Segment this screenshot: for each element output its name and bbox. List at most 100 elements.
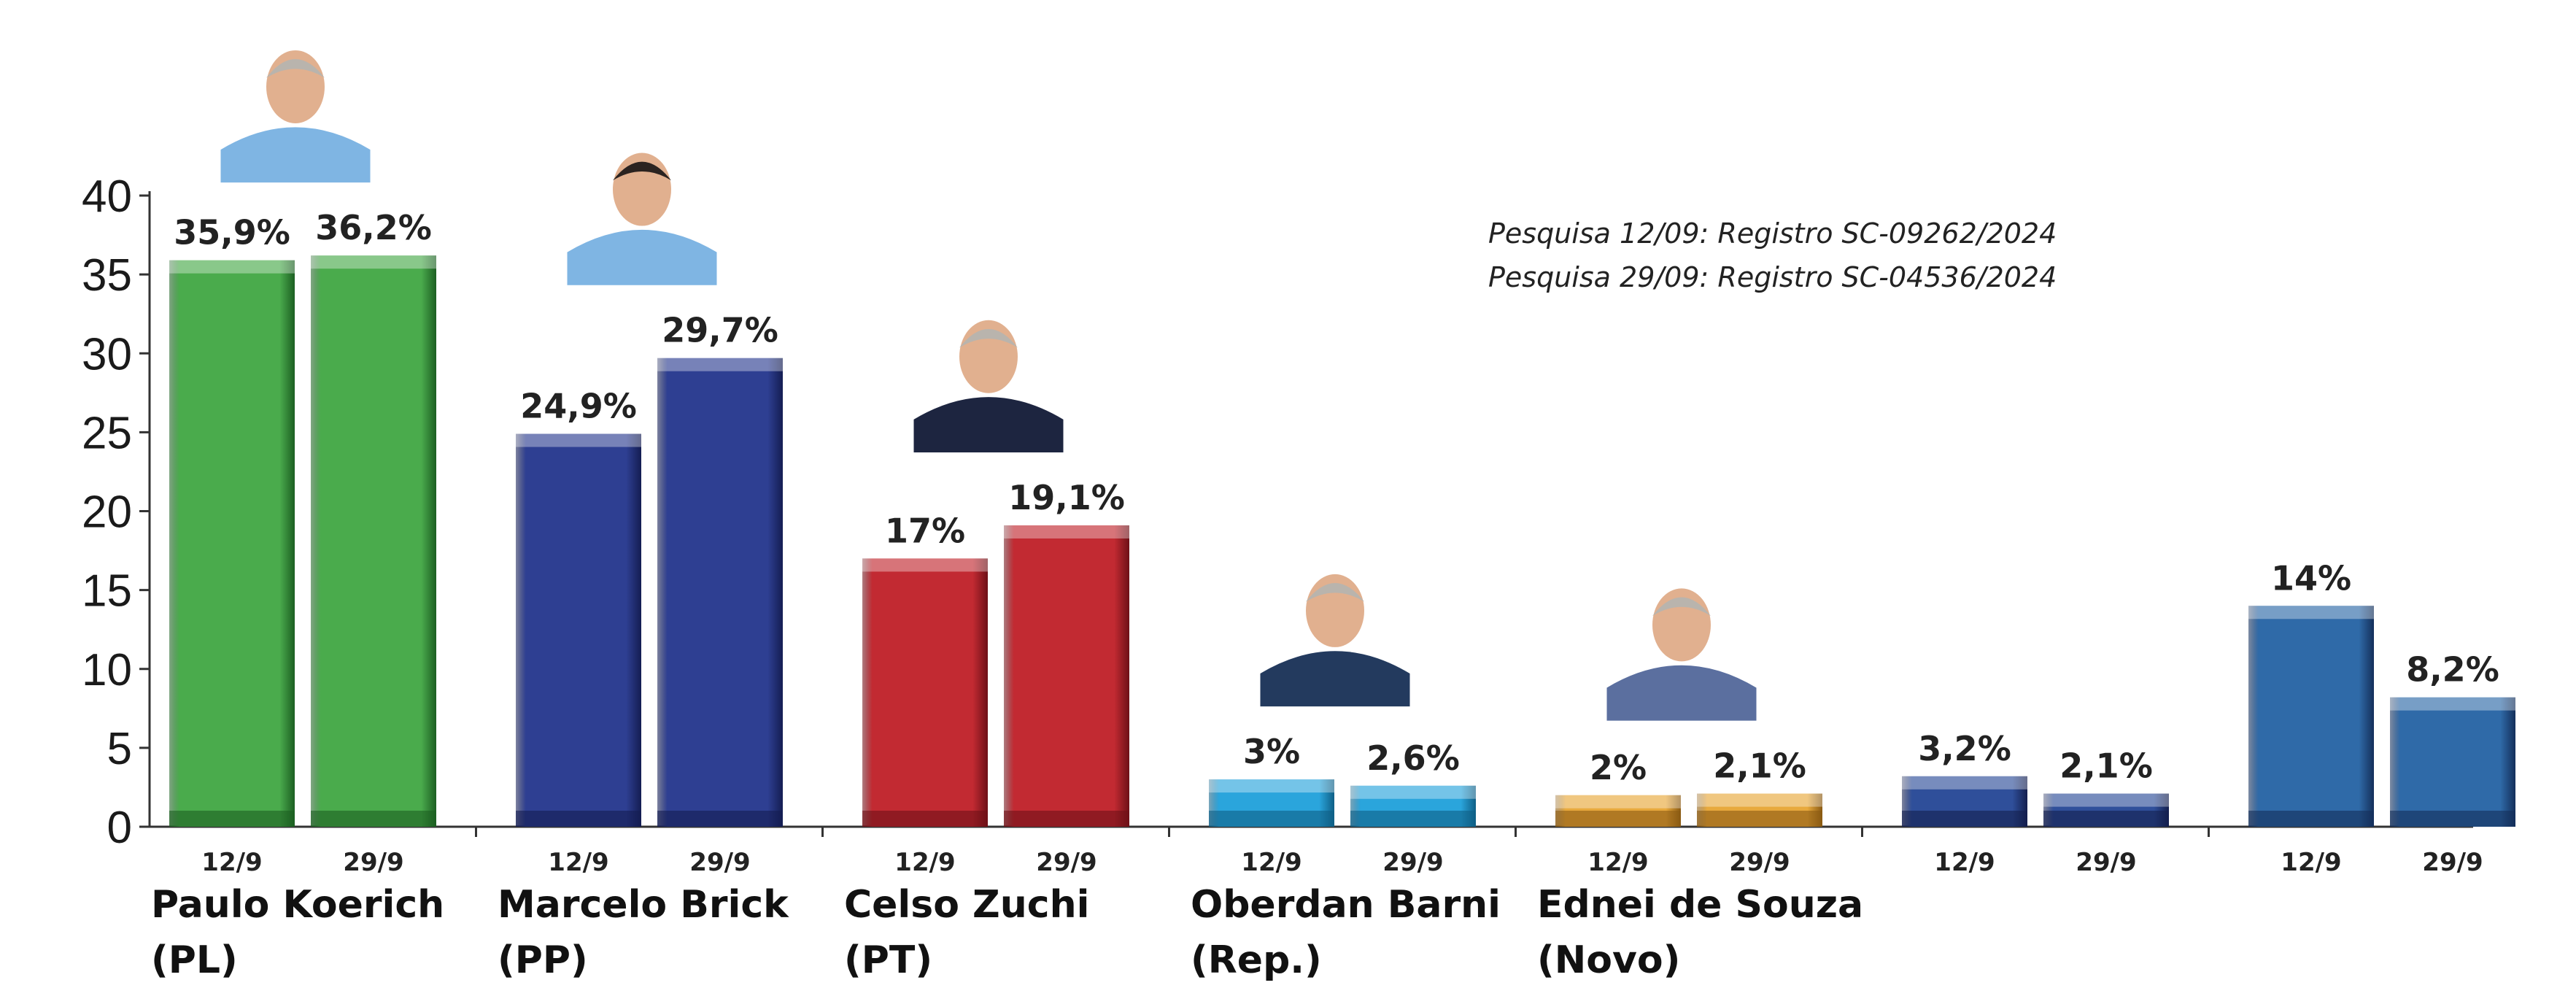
bar-top-highlight <box>1209 779 1334 793</box>
candidate-party: (PT) <box>844 938 932 982</box>
bar-bottom-shadow <box>1555 811 1681 827</box>
x-tick-label: 12/9 <box>548 848 608 877</box>
data-label: 17% <box>885 511 965 550</box>
candidate-party: (Novo) <box>1537 938 1680 982</box>
bar-top-highlight <box>862 558 988 572</box>
y-tick-label: 5 <box>107 724 132 774</box>
bar-bottom-shadow <box>169 811 295 827</box>
data-label: 3,2% <box>1918 729 2011 768</box>
bar <box>516 433 641 827</box>
bar-bottom-shadow <box>1209 811 1334 827</box>
y-tick-label: 35 <box>82 250 132 301</box>
x-tick-label: 29/9 <box>1382 848 1443 877</box>
photo-hair <box>1652 597 1711 617</box>
photo-hair <box>266 59 325 78</box>
photo-hair <box>1306 583 1364 602</box>
bar-top-highlight <box>657 358 783 371</box>
y-tick-label: 10 <box>82 645 132 695</box>
candidate-name: Marcelo Brick <box>498 883 789 927</box>
x-tick-label: 29/9 <box>689 848 750 877</box>
bar-bottom-shadow <box>2390 811 2515 827</box>
photo-torso <box>913 397 1064 452</box>
data-label: 24,9% <box>520 387 637 426</box>
data-label: 2% <box>1590 748 1647 787</box>
y-tick-label: 40 <box>82 171 132 222</box>
bars: 35,9% 36,2% 24,9% 29,7% 17% 19,1% 3% 2,6% 2% 2,1%… <box>169 208 2515 827</box>
bar-bottom-shadow <box>311 811 436 827</box>
survey-notes: Pesquisa 12/09: Registro SC-09262/2024 Pe… <box>1488 217 2057 293</box>
y-tick-label: 15 <box>82 566 132 617</box>
candidate-party: (PP) <box>498 938 588 982</box>
bar-top-highlight <box>1350 785 1476 799</box>
x-tick-label: 12/9 <box>1934 848 1995 877</box>
bar-top-highlight <box>311 255 436 269</box>
x-tick-label: 12/9 <box>201 848 262 877</box>
y-tick-label: 20 <box>82 487 132 538</box>
bar-bottom-shadow <box>1902 811 2027 827</box>
bar-top-highlight <box>516 433 641 447</box>
data-label: 36,2% <box>315 208 432 247</box>
x-tick-label: 29/9 <box>1036 848 1096 877</box>
data-label: 2,1% <box>2059 746 2153 786</box>
bar-top-highlight <box>1697 793 1822 807</box>
candidate-photo-icon <box>913 302 1064 452</box>
bar-top-highlight <box>2043 793 2169 807</box>
bar <box>169 260 295 827</box>
x-tick-label: 29/9 <box>343 848 403 877</box>
data-label: 29,7% <box>662 311 778 350</box>
data-label: 2,6% <box>1366 738 1460 778</box>
candidate-party: (Rep.) <box>1191 938 1322 982</box>
bar-bottom-shadow <box>516 811 641 827</box>
bar-top-highlight <box>169 260 295 274</box>
x-tick-label: 12/9 <box>1587 848 1648 877</box>
bar-bottom-shadow <box>862 811 988 827</box>
bar-top-highlight <box>1555 795 1681 808</box>
data-label: 8,2% <box>2406 650 2499 690</box>
x-tick-label: 29/9 <box>2422 848 2483 877</box>
x-tick-label: 29/9 <box>1729 848 1790 877</box>
bar-bottom-shadow <box>1350 811 1476 827</box>
photo-torso <box>220 127 371 183</box>
candidate-name: Paulo Koerich <box>151 883 444 927</box>
photo-torso <box>1260 651 1410 707</box>
data-label: 2,1% <box>1713 746 1806 786</box>
data-label: 3% <box>1243 732 1300 771</box>
candidate-photo-icon <box>567 135 717 285</box>
bar-top-highlight <box>2390 697 2515 711</box>
candidate-photo-icon <box>220 33 371 183</box>
photo-torso <box>1606 665 1757 721</box>
bar-bottom-shadow <box>1004 811 1129 827</box>
candidate-name: Ednei de Souza <box>1537 883 1863 927</box>
data-label: 14% <box>2271 558 2351 598</box>
candidate-photo-icon <box>1606 571 1757 721</box>
x-tick-label: 12/9 <box>2281 848 2341 877</box>
y-axis: 0 5 10 15 20 25 30 35 40 <box>82 171 151 853</box>
y-tick-label: 25 <box>82 408 132 458</box>
data-label: 19,1% <box>1008 478 1125 517</box>
x-tick-label: 29/9 <box>2076 848 2136 877</box>
survey-note: Pesquisa 29/09: Registro SC-04536/2024 <box>1488 261 2057 293</box>
bar-top-highlight <box>2248 606 2374 620</box>
bar <box>657 358 783 827</box>
candidate-photo-icon <box>1260 557 1410 707</box>
data-label: 35,9% <box>174 213 290 252</box>
candidate-name: Celso Zuchi <box>844 883 1089 927</box>
photo-hair <box>959 328 1018 348</box>
survey-note: Pesquisa 12/09: Registro SC-09262/2024 <box>1488 217 2057 250</box>
bar <box>2390 697 2515 827</box>
bar-top-highlight <box>1004 525 1129 539</box>
x-axis: 12/9 29/9 Paulo Koerich (PL) 12/9 29/9 Marcelo… <box>150 825 2483 982</box>
y-tick-label: 30 <box>82 329 132 379</box>
photo-hair <box>613 161 671 181</box>
bar <box>2248 606 2374 827</box>
bar-bottom-shadow <box>657 811 783 827</box>
y-tick-label: 0 <box>107 803 132 853</box>
x-tick-label: 12/9 <box>894 848 955 877</box>
bar-bottom-shadow <box>2248 811 2374 827</box>
bar-top-highlight <box>1902 776 2027 790</box>
candidate-party: (PL) <box>151 938 238 982</box>
bar <box>1004 525 1129 827</box>
photo-torso <box>567 229 717 285</box>
bar-bottom-shadow <box>1697 811 1822 827</box>
